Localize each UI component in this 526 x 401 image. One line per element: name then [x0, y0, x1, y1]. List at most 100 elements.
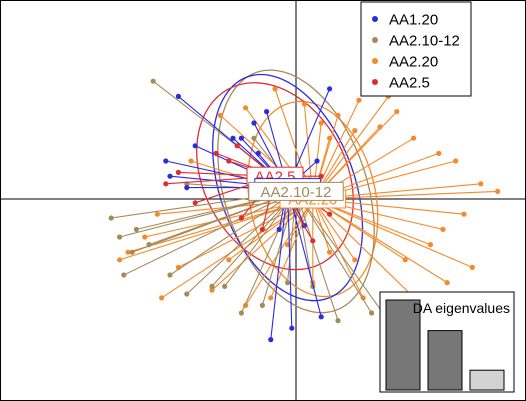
legend-label-AA2.20: AA2.20: [389, 54, 438, 71]
ellipse-AA1.20: [212, 73, 364, 302]
point-AA2.20: [117, 257, 123, 263]
point-AA2.10-12: [259, 302, 265, 308]
point-AA2.10-12: [285, 280, 291, 286]
point-AA1.20: [255, 150, 261, 156]
point-AA2.20: [377, 124, 383, 130]
point-AA1.20: [184, 185, 190, 191]
point-AA2.20: [217, 112, 223, 118]
point-AA2.5: [327, 211, 333, 217]
segment-AA2.10-12: [261, 191, 297, 306]
point-AA2.20: [402, 257, 408, 263]
group-label-AA2.10-12: AA2.10-12: [261, 184, 332, 201]
segment-AA2.20: [312, 198, 356, 261]
eigenvalue-bar: [385, 299, 421, 391]
point-AA2.5: [234, 143, 240, 149]
point-AA2.20: [243, 105, 249, 111]
eigenvalue-bar: [427, 330, 463, 391]
legend: AA1.20 AA2.10-12 AA2.20 AA2.5: [360, 1, 472, 97]
segment-AA2.20: [312, 198, 364, 299]
point-AA1.20: [318, 314, 324, 320]
point-AA2.5: [318, 173, 324, 179]
point-AA2.10-12: [117, 234, 123, 240]
point-AA2.20: [356, 97, 362, 103]
point-AA2.20: [327, 135, 333, 141]
segment-AA1.20: [287, 187, 322, 317]
legend-marker-AA2.5: [372, 79, 378, 85]
segment-AA2.20: [211, 198, 314, 291]
segment-AA1.20: [287, 187, 293, 329]
segment-AA2.20: [312, 198, 423, 306]
point-AA1.20: [268, 337, 274, 343]
point-AA2.5: [192, 200, 198, 206]
point-AA2.20: [159, 295, 165, 301]
point-AA2.10-12: [209, 283, 215, 289]
segment-AA2.20: [161, 198, 314, 299]
group-label-box-AA2.10-12: [248, 181, 344, 201]
point-AA2.20: [411, 135, 417, 141]
point-AA2.20: [327, 249, 333, 255]
legend-marker-AA1.20: [372, 16, 378, 22]
point-AA2.20: [469, 264, 475, 270]
segment-AA2.10-12: [123, 190, 297, 276]
point-AA2.10-12: [238, 310, 244, 316]
segment-AA2.20: [312, 198, 448, 284]
segment-AA2.10-12: [186, 190, 297, 295]
legend-label-AA1.20: AA1.20: [389, 12, 438, 29]
point-AA2.20: [209, 287, 215, 293]
point-AA2.20: [394, 109, 400, 115]
point-AA2.20: [142, 234, 148, 240]
segment-AA2.10-12: [169, 190, 297, 276]
point-AA1.20: [175, 93, 181, 99]
point-AA2.20: [301, 101, 307, 107]
point-AA2.20: [427, 242, 433, 248]
point-AA2.5: [175, 169, 181, 175]
legend-label-AA2.5: AA2.5: [389, 75, 430, 92]
point-AA2.5: [259, 226, 265, 232]
point-AA2.20: [436, 150, 442, 156]
point-AA2.20: [444, 280, 450, 286]
point-AA2.20: [125, 249, 131, 255]
point-AA1.20: [314, 158, 320, 164]
segment-AA2.10-12: [295, 191, 389, 321]
eigenvalue-bar: [469, 369, 505, 391]
point-AA2.20: [335, 112, 341, 118]
point-AA2.10-12: [184, 291, 190, 297]
segment-AA2.20: [312, 198, 473, 268]
point-AA2.20: [495, 188, 501, 194]
segment-AA2.20: [245, 198, 314, 306]
point-AA1.20: [264, 109, 270, 115]
legend-label-AA2.10-12: AA2.10-12: [389, 33, 460, 50]
point-AA2.10-12: [150, 78, 156, 84]
point-AA2.20: [352, 128, 358, 134]
point-AA2.5: [213, 150, 219, 156]
point-AA2.20: [272, 86, 278, 92]
point-AA2.10-12: [108, 215, 114, 221]
point-AA2.20: [154, 211, 160, 217]
point-AA2.10-12: [167, 272, 173, 278]
point-AA2.10-12: [129, 249, 135, 255]
point-AA2.5: [226, 158, 232, 164]
point-AA2.5: [238, 215, 244, 221]
point-AA2.20: [453, 158, 459, 164]
point-AA2.20: [440, 226, 446, 232]
eigenvalues-inset: DA eigenvalues: [379, 291, 515, 393]
point-AA1.20: [276, 226, 282, 232]
legend-items: AA1.20 AA2.10-12 AA2.20 AA2.5: [372, 12, 460, 92]
point-AA1.20: [163, 158, 169, 164]
segment-AA1.20: [270, 187, 289, 340]
point-AA2.10-12: [133, 226, 139, 232]
segment-AA2.10-12: [295, 191, 373, 314]
point-AA1.20: [167, 173, 173, 179]
point-AA2.10-12: [222, 283, 228, 289]
point-AA2.5: [310, 238, 316, 244]
point-AA2.20: [352, 257, 358, 263]
legend-marker-AA2.10-12: [372, 37, 378, 43]
point-AA2.20: [478, 181, 484, 187]
point-AA2.20: [268, 295, 274, 301]
legend-box: [360, 1, 472, 97]
point-AA1.20: [238, 135, 244, 141]
legend-marker-AA2.20: [372, 58, 378, 64]
point-AA2.10-12: [146, 242, 152, 248]
